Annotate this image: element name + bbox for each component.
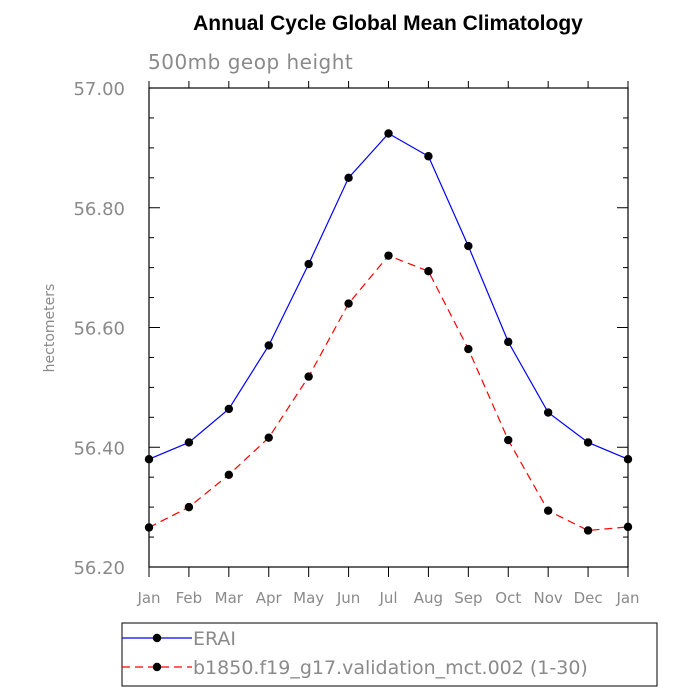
series-2-point [384,251,393,260]
x-tick-label: Jul [378,589,397,607]
series-2-point [583,526,593,535]
legend-marker-2 [152,662,162,672]
series-points [144,129,633,535]
series-1-point [144,455,154,464]
x-tick-label: Jan [615,589,639,607]
series-1-point [464,241,473,251]
y-tick-label: 56.40 [73,438,125,459]
series-1-point [384,129,393,138]
y-tick-label: 56.80 [73,199,125,220]
series-line-1 [148,132,629,460]
series-2-point [344,299,353,308]
y-tick-label: 57.00 [73,79,125,100]
x-tick-label: Nov [534,589,563,607]
legend-marker-1 [152,633,162,643]
series-1-point [623,455,633,464]
x-tick-label: Oct [495,589,521,607]
legend: ERAI b1850.f19_g17.validation_mct.002 (1-… [122,628,588,679]
plot-frame [148,87,629,568]
series-1-point [424,152,433,161]
series-2-point [144,523,154,532]
x-tick-label: Jun [336,589,360,607]
series-line-2 [148,254,629,532]
x-tick-labels: Jan Feb Mar Apr May Jun Jul Aug Sep Oct Nov Dec Jan [136,589,639,607]
axis-ticks [148,81,629,577]
series-1-point [304,259,313,269]
x-tick-label: Aug [414,589,443,607]
series-1-point [543,408,553,417]
series-2-point [464,344,473,354]
x-tick-label: Mar [215,589,244,607]
series-1-point [264,341,273,350]
x-tick-label: Apr [256,589,283,607]
series-1-point [224,404,234,414]
x-tick-label: Sep [454,589,482,607]
series-2-point [504,435,513,445]
series-1-point [344,173,353,183]
chart-subtitle: 500mb geop height [148,50,353,74]
y-tick-label: 56.60 [73,319,125,340]
legend-label-2: b1850.f19_g17.validation_mct.002 (1-30) [193,657,588,679]
series-1-point [583,438,593,447]
series-1-point [504,337,513,347]
x-tick-label: Feb [176,589,203,607]
series-2-point [623,522,633,532]
y-tick-label: 56.20 [73,558,125,579]
series-2-point [264,433,273,442]
y-tick-labels: 56.20 56.40 56.60 56.80 57.00 [73,79,125,579]
x-tick-label: May [293,589,324,607]
series-2-point [224,470,234,479]
legend-box [121,622,658,687]
legend-label-1: ERAI [193,628,236,650]
x-tick-label: Jan [136,589,160,607]
series-lines [148,132,629,532]
series-2-point [304,372,313,381]
series-2-point [543,506,553,515]
series-2-point [184,502,194,512]
chart-title: Annual Cycle Global Mean Climatology [193,12,583,35]
series-1-point [184,438,194,447]
x-tick-label: Dec [574,589,603,607]
y-axis-label: hectometers [42,284,58,373]
series-2-point [424,267,433,276]
